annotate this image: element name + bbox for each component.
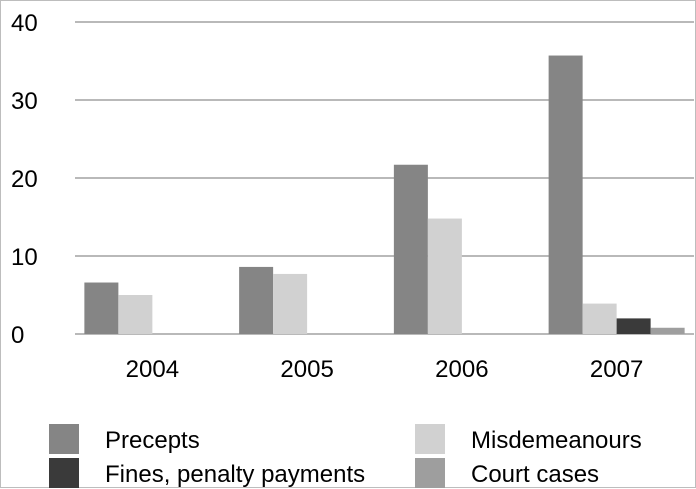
x-tick-label-2007: 2007 xyxy=(590,356,643,383)
x-axis-labels: 2004 2005 2006 2007 xyxy=(126,356,644,383)
y-tick-label-40: 40 xyxy=(11,10,38,37)
y-tick-label-20: 20 xyxy=(11,166,38,193)
legend-label-fines-penalty-payments: Fines, penalty payments xyxy=(105,461,365,488)
x-tick-label-2004: 2004 xyxy=(126,356,179,383)
bars xyxy=(84,55,685,334)
x-tick-label-2006: 2006 xyxy=(435,356,488,383)
bar-2007-court-cases xyxy=(650,327,685,334)
bar-2006-misdemeanours xyxy=(427,218,462,334)
legend-swatch-court-cases xyxy=(415,458,445,488)
y-tick-label-10: 10 xyxy=(11,244,38,271)
legend-swatch-misdemeanours xyxy=(415,424,445,454)
legend: Precepts Misdemeanours Fines, penalty paym… xyxy=(49,424,642,488)
y-tick-label-30: 30 xyxy=(11,88,38,115)
bar-2007-misdemeanours xyxy=(582,303,617,334)
y-tick-label-0: 0 xyxy=(11,322,24,349)
bar-2007-fines-penalty-payments xyxy=(616,318,651,334)
grid-lines xyxy=(75,21,694,335)
y-axis-labels: 0 10 20 30 40 xyxy=(11,10,38,349)
legend-swatch-fines-penalty-payments xyxy=(49,458,79,488)
bar-2007-precepts xyxy=(548,55,583,334)
legend-label-misdemeanours: Misdemeanours xyxy=(471,427,642,454)
bar-2005-precepts xyxy=(239,266,274,334)
legend-label-court-cases: Court cases xyxy=(471,461,599,488)
legend-swatch-precepts xyxy=(49,424,79,454)
bar-2004-precepts xyxy=(84,282,119,334)
bar-2006-precepts xyxy=(393,164,428,334)
bar-2004-misdemeanours xyxy=(118,295,153,334)
bar-2005-misdemeanours xyxy=(273,273,308,334)
x-tick-label-2005: 2005 xyxy=(280,356,333,383)
legend-label-precepts: Precepts xyxy=(105,427,200,454)
